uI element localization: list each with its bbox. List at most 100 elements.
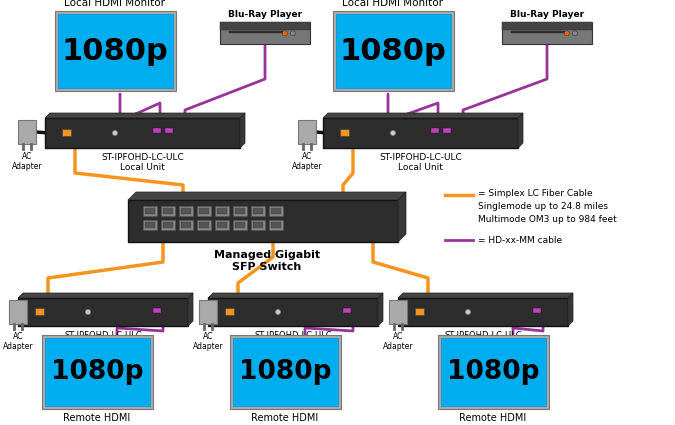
Bar [502, 22, 592, 44]
Bar [253, 208, 263, 214]
Bar [229, 31, 283, 34]
Bar [179, 220, 193, 230]
Polygon shape [128, 192, 406, 200]
Bar [161, 220, 175, 230]
Bar [217, 222, 227, 228]
Bar [233, 220, 247, 230]
Polygon shape [568, 293, 573, 326]
Polygon shape [188, 293, 193, 326]
Text: AC
Adapter: AC Adapter [292, 152, 323, 171]
Text: AC
Adapter: AC Adapter [192, 332, 223, 351]
Bar [220, 22, 310, 30]
Bar [55, 11, 176, 91]
Bar [235, 208, 245, 214]
Circle shape [572, 31, 577, 36]
Bar [251, 206, 265, 216]
Bar [389, 300, 407, 324]
Bar [163, 208, 173, 214]
Bar [165, 128, 173, 133]
Bar [343, 308, 351, 313]
Bar [199, 208, 209, 214]
Bar [45, 118, 240, 148]
Bar [215, 206, 229, 216]
Polygon shape [518, 113, 523, 148]
Bar [143, 220, 157, 230]
Bar [163, 222, 173, 228]
Bar [398, 298, 568, 326]
Text: Local HDMI Monitor: Local HDMI Monitor [65, 0, 165, 8]
Bar [323, 118, 518, 148]
Bar [41, 335, 153, 409]
Circle shape [86, 309, 90, 314]
Bar [153, 128, 161, 133]
Circle shape [275, 309, 281, 314]
Bar [437, 335, 549, 409]
Bar [161, 206, 175, 216]
Text: Remote HDMI
Monitor: Remote HDMI Monitor [251, 413, 319, 425]
Text: Remote HDMI
Monitor: Remote HDMI Monitor [63, 413, 131, 425]
Bar [18, 120, 36, 144]
Bar [502, 22, 592, 30]
Polygon shape [45, 113, 245, 118]
Circle shape [282, 31, 288, 36]
Bar [511, 31, 565, 34]
Polygon shape [398, 293, 573, 298]
Circle shape [391, 130, 396, 136]
Polygon shape [378, 293, 383, 326]
Bar [179, 206, 193, 216]
Bar [298, 120, 316, 144]
Bar [271, 222, 281, 228]
Bar [9, 300, 27, 324]
Text: AC
Adapter: AC Adapter [383, 332, 413, 351]
Bar [533, 308, 541, 313]
Text: 1080p: 1080p [340, 37, 446, 65]
Bar [441, 338, 545, 406]
Polygon shape [18, 293, 193, 298]
Circle shape [113, 130, 117, 136]
Bar [251, 220, 265, 230]
Text: ST-IPFOHD-LC-ULC
Remote Unit: ST-IPFOHD-LC-ULC Remote Unit [254, 331, 332, 350]
Text: 1080p: 1080p [61, 37, 168, 65]
Bar [235, 222, 245, 228]
Bar [181, 222, 191, 228]
Bar [145, 222, 155, 228]
Text: Remote HDMI
Monitor: Remote HDMI Monitor [460, 413, 526, 425]
Bar [128, 200, 398, 242]
Text: ST-IPFOHD-LC-ULC
Local Unit: ST-IPFOHD-LC-ULC Local Unit [101, 153, 184, 173]
Bar [269, 220, 283, 230]
Bar [233, 206, 247, 216]
Bar [230, 335, 340, 409]
Bar [335, 14, 450, 88]
Bar [225, 308, 234, 315]
Text: AC
Adapter: AC Adapter [3, 332, 33, 351]
Text: ST-IPFOHD-LC-ULC
Local Unit: ST-IPFOHD-LC-ULC Local Unit [379, 153, 462, 173]
Bar [253, 222, 263, 228]
Bar [215, 220, 229, 230]
Bar [153, 308, 161, 313]
Polygon shape [240, 113, 245, 148]
Text: = Simplex LC Fiber Cable
Singlemode up to 24.8 miles
Multimode OM3 up to 984 fee: = Simplex LC Fiber Cable Singlemode up t… [478, 189, 617, 224]
Bar [199, 300, 217, 324]
Text: = HD-xx-MM cable: = HD-xx-MM cable [478, 235, 562, 244]
Text: AC
Adapter: AC Adapter [11, 152, 43, 171]
Bar [208, 298, 378, 326]
Bar [18, 298, 188, 326]
Bar [220, 22, 310, 44]
Bar [415, 308, 424, 315]
Bar [197, 220, 211, 230]
Circle shape [564, 31, 569, 36]
Polygon shape [208, 293, 383, 298]
Circle shape [290, 31, 295, 36]
Bar [181, 208, 191, 214]
Bar [269, 206, 283, 216]
Text: Managed Gigabit
SFP Switch: Managed Gigabit SFP Switch [214, 250, 320, 272]
Text: 1080p: 1080p [51, 359, 143, 385]
Text: ST-IPFOHD-LC-ULC
Remote Unit: ST-IPFOHD-LC-ULC Remote Unit [64, 331, 142, 350]
Bar [62, 129, 71, 136]
Bar [443, 128, 451, 133]
Polygon shape [323, 113, 523, 118]
Bar [35, 308, 44, 315]
Polygon shape [398, 192, 406, 242]
Bar [57, 14, 173, 88]
Text: ST-IPFOHD-LC-ULC
Remote Unit: ST-IPFOHD-LC-ULC Remote Unit [444, 331, 522, 350]
